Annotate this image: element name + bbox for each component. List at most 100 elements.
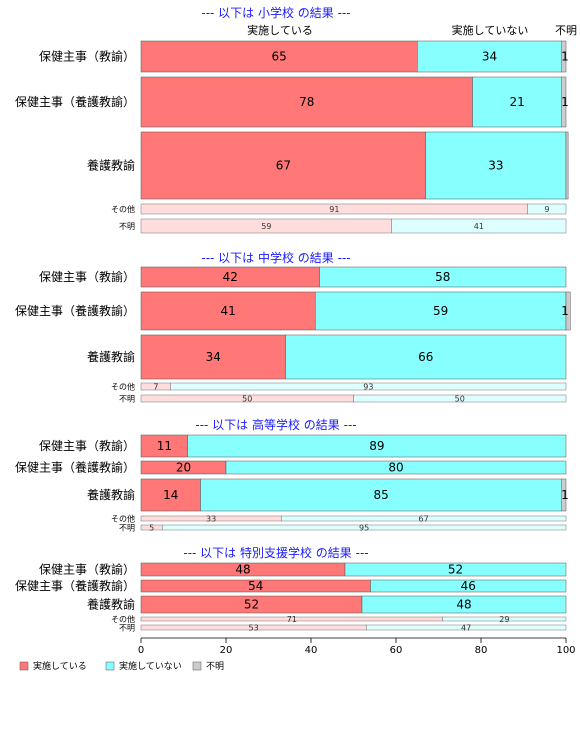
bar-segment (472, 76, 562, 128)
x-tick-label: 0 (138, 645, 144, 656)
category-label: 養護教諭 (87, 597, 135, 612)
data-label: 5 (149, 524, 154, 533)
data-label: 52 (448, 563, 463, 577)
data-label: 50 (242, 395, 252, 404)
data-label: 67 (419, 515, 429, 524)
data-label: 41 (220, 304, 235, 318)
bar-segment (315, 291, 567, 331)
category-label: 保健主事（教諭） (39, 49, 135, 64)
section-title: --- 以下は 小学校 の結果 --- (201, 5, 350, 20)
bar-segment (140, 334, 286, 380)
data-label: 78 (299, 95, 314, 109)
category-label: 保健主事（養護教諭） (15, 94, 135, 109)
data-label: 42 (223, 270, 238, 284)
data-label: 65 (271, 50, 286, 64)
data-label: 54 (248, 579, 263, 593)
data-label: 11 (157, 439, 172, 453)
data-label: 52 (244, 598, 259, 612)
bar-segment (425, 131, 567, 200)
category-label: 養護教諭 (87, 349, 135, 364)
data-label: 80 (388, 461, 403, 475)
data-label: 33 (206, 515, 216, 524)
bar-segment (285, 334, 567, 380)
data-label: 47 (461, 624, 471, 633)
bar-segment (565, 291, 571, 331)
category-label: その他 (111, 204, 135, 214)
section-title: --- 以下は 特別支援学校 の結果 --- (183, 545, 368, 560)
data-label: 89 (369, 439, 384, 453)
category-label: 不明 (119, 524, 135, 533)
bar-segment (140, 291, 316, 331)
data-label: 85 (373, 488, 388, 502)
legend-swatch (192, 661, 202, 671)
bar-segment (561, 40, 567, 73)
x-tick-label: 60 (390, 645, 403, 656)
bar-segment (344, 562, 567, 577)
category-label: 保健主事（教諭） (39, 562, 135, 577)
data-label: 67 (276, 159, 291, 173)
x-tick-label: 20 (220, 645, 233, 656)
bar-segment (353, 394, 567, 403)
data-label: 14 (163, 488, 178, 502)
data-label: 58 (435, 270, 450, 284)
data-label: 48 (235, 563, 250, 577)
data-label: 93 (363, 383, 373, 392)
data-label: 91 (329, 205, 339, 214)
bar-segment (370, 579, 567, 593)
data-label: 50 (455, 395, 465, 404)
bar-segment (281, 515, 567, 522)
bar-segment (361, 595, 567, 614)
category-label: 保健主事（養護教諭） (15, 578, 135, 593)
bar-segment (442, 616, 567, 622)
bar-segment (561, 478, 567, 512)
data-label: 33 (488, 159, 503, 173)
column-header: 実施している (247, 23, 313, 37)
category-label: 不明 (119, 624, 135, 633)
category-label: その他 (111, 614, 135, 624)
bar-segment (391, 218, 567, 234)
data-label: 48 (456, 598, 471, 612)
section-title: --- 以下は 中学校 の結果 --- (201, 250, 350, 265)
data-label: 1 (561, 488, 569, 502)
category-label: 保健主事（養護教諭） (15, 460, 135, 475)
data-label: 59 (261, 222, 271, 231)
category-label: 保健主事（養護教諭） (15, 303, 135, 318)
bar-segment (187, 434, 567, 458)
data-label: 41 (474, 222, 484, 231)
x-tick-label: 80 (475, 645, 488, 656)
bar-segment (170, 382, 567, 391)
bar-segment (225, 460, 567, 475)
bar-segment (565, 131, 569, 200)
legend-label: 実施している (33, 660, 87, 672)
x-tick-label: 100 (556, 645, 575, 656)
bar-segment (527, 203, 567, 215)
data-label: 21 (509, 95, 524, 109)
data-label: 7 (153, 383, 158, 392)
data-label: 34 (206, 350, 221, 364)
category-label: 不明 (119, 395, 135, 404)
bar-segment (417, 40, 562, 73)
data-label: 1 (561, 50, 569, 64)
bar-segment (140, 131, 426, 200)
data-label: 66 (418, 350, 433, 364)
category-label: 養護教諭 (87, 487, 135, 502)
legend-swatch (105, 661, 115, 671)
section-title: --- 以下は 高等学校 の結果 --- (195, 417, 356, 432)
data-label: 53 (249, 624, 259, 633)
category-label: 保健主事（教諭） (39, 269, 135, 284)
data-label: 9 (544, 205, 549, 214)
category-label: 不明 (119, 222, 135, 231)
column-header: 不明 (555, 24, 577, 37)
bar-segment (140, 478, 201, 512)
data-label: 59 (433, 304, 448, 318)
data-label: 20 (176, 461, 191, 475)
bar-segment (162, 524, 567, 531)
category-label: 保健主事（教諭） (39, 438, 135, 453)
data-label: 29 (499, 615, 509, 624)
legend-label: 実施していない (119, 660, 182, 672)
category-label: その他 (111, 514, 135, 524)
legend-label: 不明 (206, 661, 224, 672)
category-label: 養護教諭 (87, 158, 135, 173)
legend-swatch (19, 661, 29, 671)
